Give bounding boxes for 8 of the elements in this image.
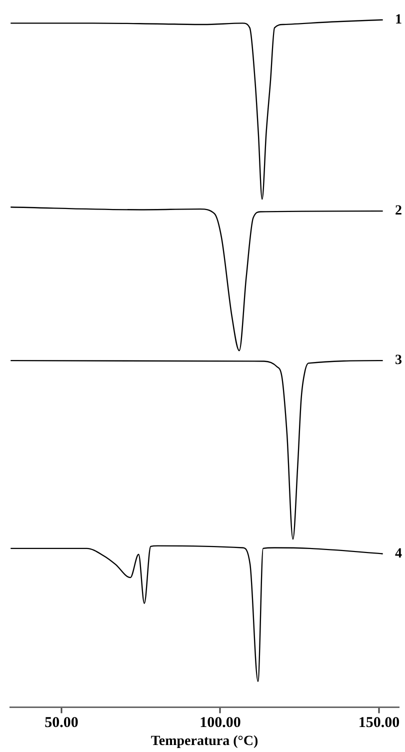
series-label: 1 bbox=[395, 12, 402, 28]
series-label: 4 bbox=[395, 546, 402, 562]
series-label: 2 bbox=[395, 204, 402, 219]
series-label: 3 bbox=[395, 353, 402, 368]
x-tick-label: 100.00 bbox=[200, 715, 241, 732]
x-tick-label: 150.00 bbox=[358, 715, 400, 732]
x-axis-title: Temperatura (°C) bbox=[150, 734, 259, 750]
x-tick-label: 50.00 bbox=[44, 715, 78, 732]
